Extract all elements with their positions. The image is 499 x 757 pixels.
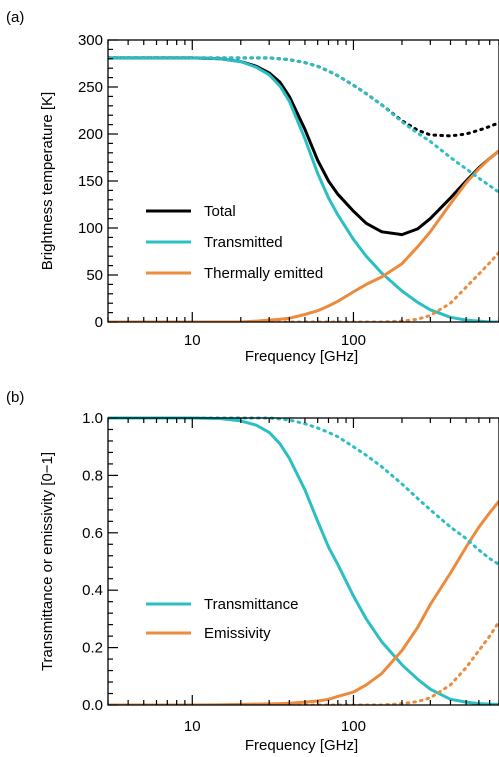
legend: Transmittance Emissivity <box>146 596 298 642</box>
y-tick-label: 0.2 <box>82 640 103 657</box>
y-tick-label: 0.8 <box>82 467 103 484</box>
plot-frame <box>107 417 499 706</box>
legend-label: Total <box>204 203 236 220</box>
x-tick-label: 10 <box>184 332 201 349</box>
x-axis-title: Frequency [GHz] <box>245 737 358 754</box>
y-axis-title: Brightness temperature [K] <box>39 92 56 270</box>
series-line-thermally-emitted <box>108 149 499 322</box>
legend-label: Thermally emitted <box>204 265 323 282</box>
x-tick-label: 100 <box>341 718 366 735</box>
legend: Total Transmitted Thermally emitted <box>146 203 323 282</box>
plot-area <box>108 416 499 705</box>
y-tick-label: 0 <box>95 314 103 331</box>
panel-label: (b) <box>6 389 24 406</box>
y-tick-label: 0.0 <box>82 697 103 714</box>
plot-area <box>108 56 499 322</box>
y-tick-label: 1.0 <box>82 410 103 427</box>
series-line-dotted-2 <box>108 416 499 566</box>
y-tick-label: 250 <box>78 79 103 96</box>
y-tick-label: 150 <box>78 173 103 190</box>
y-tick-label: 50 <box>86 267 103 284</box>
series-line-dotted-4 <box>108 56 499 194</box>
panel-a: (a) 10 100 0 50 100 150 200 250 300 Frequency [GHz… <box>6 9 499 365</box>
legend-label: Transmitted <box>204 234 283 251</box>
x-tick-label: 10 <box>184 718 201 735</box>
y-tick-label: 300 <box>78 32 103 49</box>
y-tick-label: 0.6 <box>82 525 103 542</box>
legend-label: Emissivity <box>204 625 271 642</box>
series-line-total <box>108 56 499 237</box>
y-tick-label: 100 <box>78 220 103 237</box>
x-tick-label: 100 <box>341 332 366 349</box>
y-axis-title: Transmittance or emissivity [0−1] <box>39 452 56 671</box>
panel-b: (b) 10 100 0.0 0.2 0.4 0.6 0.8 1.0 Frequency [GHz… <box>6 389 499 754</box>
y-tick-label: 200 <box>78 126 103 143</box>
x-axis-title: Frequency [GHz] <box>245 348 358 365</box>
series-line-transmitted <box>108 56 499 322</box>
series-line-transmittance <box>108 416 499 705</box>
y-tick-label: 0.4 <box>82 582 103 599</box>
series-line-dotted-5 <box>108 250 499 322</box>
legend-label: Transmittance <box>204 596 298 613</box>
panel-label: (a) <box>6 9 24 26</box>
